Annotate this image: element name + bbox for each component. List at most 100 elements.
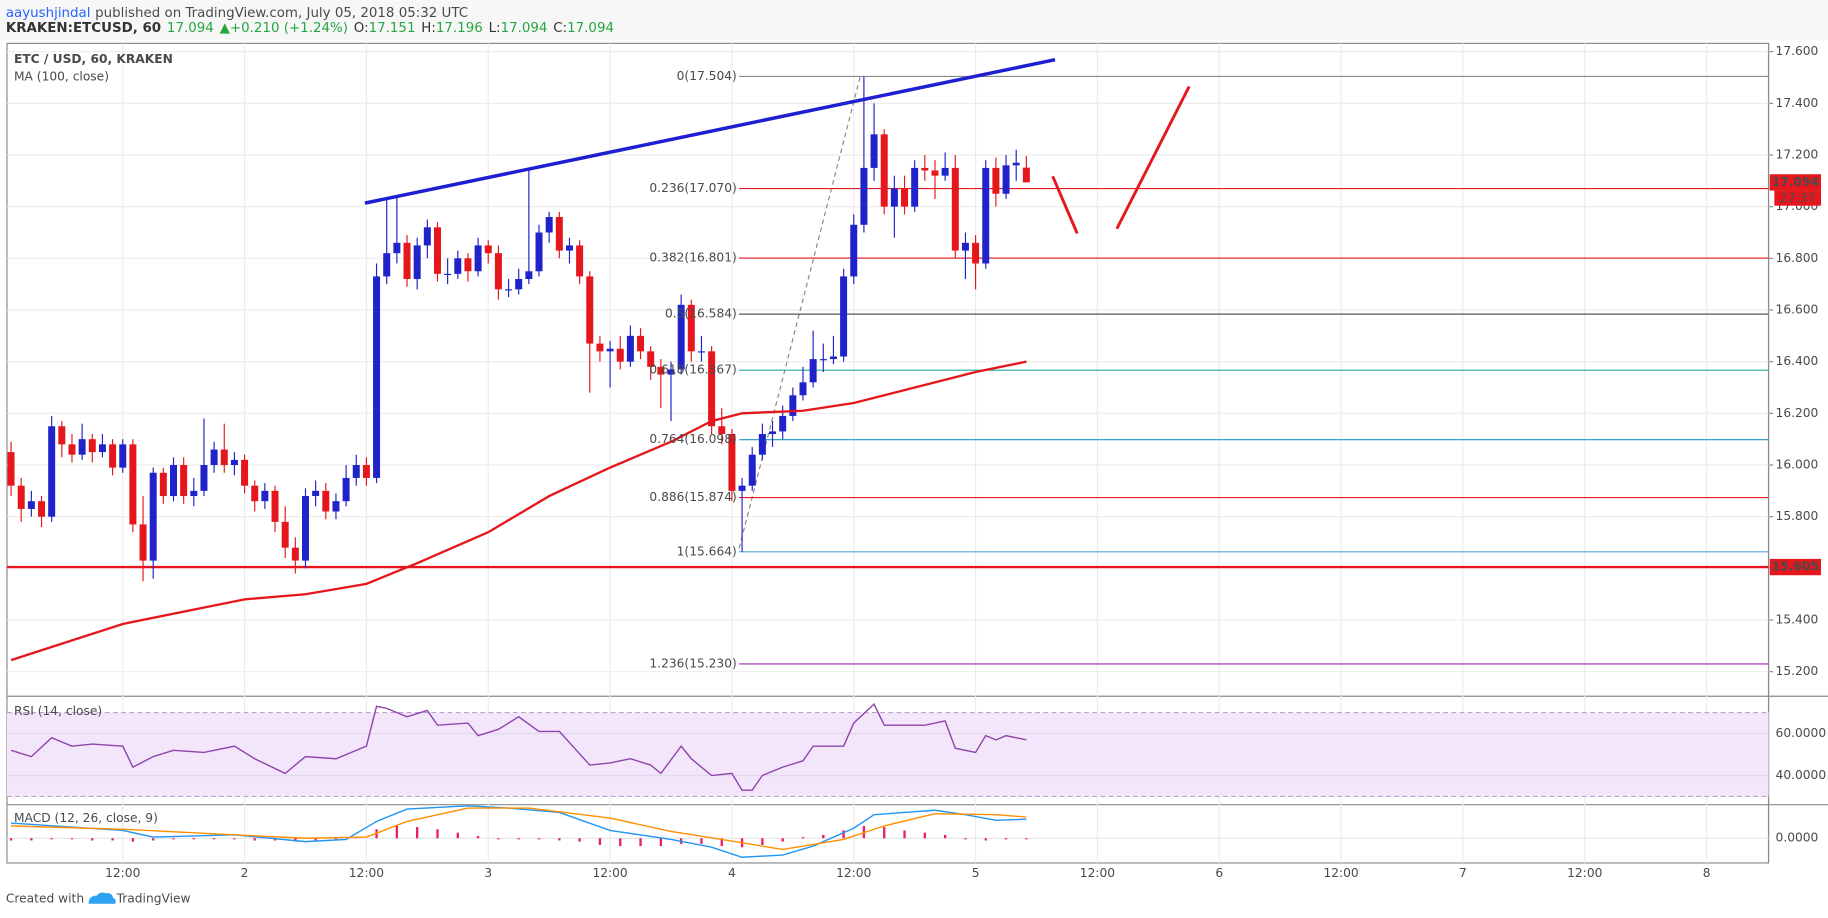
x-tick-label: 12:00 [592,866,627,880]
countdown-label: 27:37 [1780,191,1815,205]
candle-body [352,465,360,478]
candle-body [901,188,909,207]
candle-body [170,465,178,497]
candle-body [180,465,188,497]
candle-body [596,343,604,352]
candle-body [840,276,848,357]
candle-body [697,351,705,353]
candle-body [789,395,797,416]
candle-body [657,366,665,375]
candle-body [403,242,411,280]
candle-body [210,449,218,466]
countdown-box [1774,190,1822,206]
macd-histogram-bar [943,834,947,839]
candle-body [251,485,259,502]
logo-icon [88,892,116,904]
candle-body [941,167,949,176]
candle-body [555,216,563,251]
macd-histogram-bar [598,838,602,845]
candle-body [616,348,624,362]
macd-histogram-bar [172,838,175,840]
candle-body [362,465,370,478]
candle-body [48,426,56,517]
macd-histogram-bar [314,838,317,841]
fib-label: 0.382(16.801) [649,251,736,265]
candle-body [982,167,990,264]
macd-histogram-bar [131,838,135,842]
x-tick-label: 8 [1703,866,1711,880]
macd-signal [11,807,1027,851]
candle-body [301,496,309,561]
ohlc-value: 17.196 [436,21,483,36]
candle-body [494,253,502,290]
arrow: ▲ [220,21,231,36]
macd-histogram-bar [700,838,703,844]
candle-body [505,289,513,291]
candle-body [109,444,117,468]
macd-histogram-bar [517,838,520,840]
macd-line [11,805,1027,858]
candle-body [7,452,15,486]
candle-body [98,444,106,453]
header-bar [0,0,1828,40]
macd-histogram-bar [720,838,723,847]
x-tick-label: 4 [728,866,736,880]
author-link[interactable]: aayushjindal [6,6,91,21]
y-tick-label: 16.000 [1776,458,1819,472]
candle-body [829,356,837,360]
y-tick-label: 17.200 [1776,147,1819,161]
candle-body [637,335,645,352]
candle-body [515,279,523,290]
candle-body [332,501,340,512]
y-tick-label: 17.400 [1776,96,1819,110]
fib-label: 1(15.664) [677,544,737,558]
change: +0.210 (+1.24%) [230,21,348,36]
macd-histogram-bar [761,838,764,845]
candle-body [586,276,594,344]
candle-body [68,444,76,455]
last-price-box [1769,174,1822,191]
rsi-tick-label: 40.0000 [1776,768,1827,782]
candle-body [220,449,228,466]
ohlc-label: O: [354,21,369,36]
moving-average [10,360,1027,662]
candle-body [159,472,167,497]
x-tick-label: 12:00 [836,866,871,880]
candle-body [972,242,980,264]
candle-body [17,485,25,509]
macd-histogram-bar [619,838,622,847]
footer-brand[interactable]: TradingView [116,892,191,906]
x-tick-label: 12:00 [1323,866,1358,880]
macd-histogram-bar [883,827,886,839]
x-tick-label: 3 [484,866,492,880]
y-tick-label: 16.600 [1776,303,1819,317]
candle-body [38,501,46,517]
tradingview-logo[interactable]: TradingView [88,892,191,906]
candle-body [474,245,482,272]
candle-body [393,242,401,254]
candle-body [58,426,66,445]
projection-up [1115,85,1191,230]
candle-body [525,271,533,280]
last: 17.094 [167,21,214,36]
header-line: aayushjindal published on TradingView.com… [6,6,468,21]
macd-legend: MACD (12, 26, close, 9) [14,811,158,825]
macd-histogram-bar [801,837,805,839]
macd-histogram-bar [70,838,74,840]
candle-body [779,415,787,432]
y-tick-label: 16.400 [1776,354,1819,368]
macd-histogram-bar [233,838,236,840]
macd-histogram-bar [50,838,53,840]
macd-histogram-bar [91,838,94,841]
projection-down [1051,175,1079,234]
candle-body [748,454,756,486]
macd-histogram-bar [294,838,297,842]
y-tick-label: 15.200 [1776,664,1819,678]
candle-body [860,167,868,225]
candle-body [606,348,614,352]
candle-body [687,304,695,352]
rsi-legend: RSI (14, close) [14,704,102,718]
candle-body [230,459,238,466]
fib-label: 0.236(17.070) [649,181,736,195]
